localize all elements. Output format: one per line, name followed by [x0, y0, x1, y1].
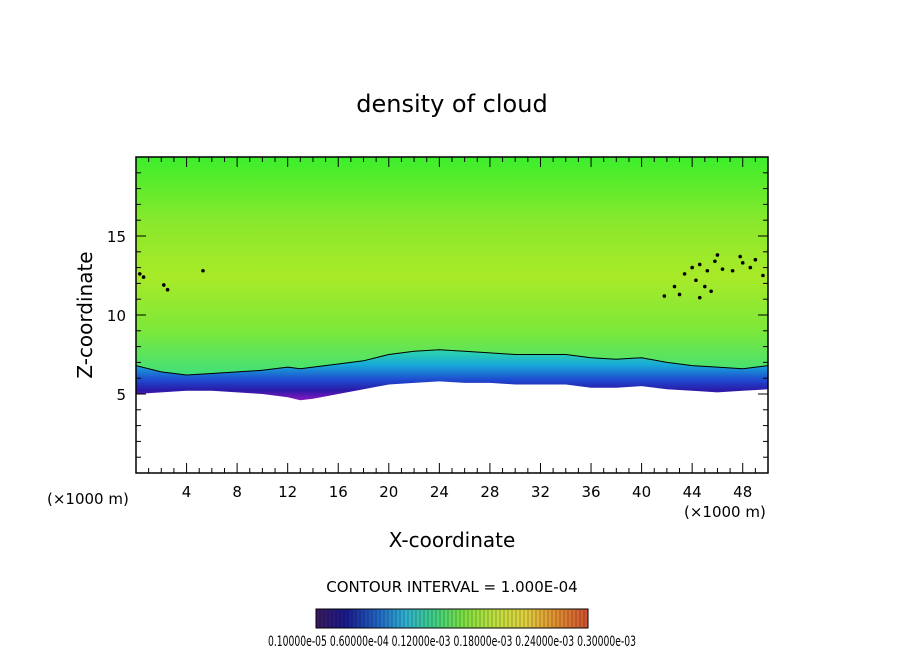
contour-speck — [740, 261, 745, 265]
contour-speck — [730, 268, 735, 273]
contour-speck — [137, 272, 142, 276]
y-axis-label: Z-coordinate — [73, 251, 97, 378]
contour-speck — [713, 259, 717, 264]
contour-speck — [715, 253, 720, 257]
x-tick-labels: 4 8 12 16 20 24 28 32 36 40 44 48 — [182, 483, 752, 501]
chart-title: density of cloud — [356, 90, 547, 118]
contour-specks — [137, 253, 765, 300]
y-tick-label: 10 — [107, 307, 126, 325]
x-tick-label: 28 — [480, 483, 499, 501]
contour-speck — [697, 295, 702, 300]
contour-speck — [682, 272, 687, 276]
x-unit-label: (×1000 m) — [684, 503, 766, 521]
x-tick-label: 12 — [278, 483, 297, 501]
x-tick-label: 20 — [379, 483, 398, 501]
x-tick-label: 16 — [329, 483, 348, 501]
y-tick-labels: 5 10 15 — [107, 228, 126, 404]
cloud-upper-field — [136, 157, 768, 375]
x-tick-label: 40 — [632, 483, 651, 501]
x-tick-label: 24 — [430, 483, 449, 501]
x-axis-label: X-coordinate — [389, 528, 516, 552]
contour-speck — [694, 278, 698, 283]
x-tick-label: 48 — [733, 483, 752, 501]
plot-area — [136, 157, 768, 473]
contour-speck — [672, 284, 677, 289]
x-tick-label: 44 — [683, 483, 702, 501]
contour-speck — [761, 273, 765, 278]
cloud-base-layer — [136, 349, 768, 401]
colorbar-stripes — [319, 610, 585, 627]
contour-speck — [709, 289, 713, 294]
colorbar — [315, 608, 589, 629]
contour-speck — [162, 283, 166, 287]
contour-speck — [165, 287, 170, 292]
contour-speck — [677, 292, 682, 297]
colorbar-tick-labels: 0.10000e-05 0.60000e-04 0.12000e-03 0.18… — [268, 634, 636, 650]
y-tick-label: 15 — [107, 228, 126, 246]
contour-speck — [748, 265, 753, 270]
contour-speck — [662, 294, 667, 298]
x-tick-label: 36 — [581, 483, 600, 501]
contour-speck — [705, 268, 710, 273]
contour-speck — [738, 254, 742, 259]
contour-speck — [720, 267, 725, 271]
axis-ticks — [136, 157, 768, 473]
contour-speck — [753, 257, 758, 262]
y-tick-label: 5 — [116, 386, 126, 404]
cloud-edge-contour — [136, 349, 768, 376]
x-tick-label: 8 — [232, 483, 242, 501]
contour-speck — [141, 275, 146, 279]
y-unit-label: (×1000 m) — [47, 490, 129, 508]
contour-speck — [697, 262, 702, 267]
colorbar-label: CONTOUR INTERVAL = 1.000E-04 — [326, 578, 577, 596]
contour-speck — [201, 268, 205, 273]
contour-speck — [703, 284, 707, 289]
x-tick-label: 32 — [531, 483, 550, 501]
x-tick-label: 4 — [182, 483, 192, 501]
contour-speck — [690, 265, 694, 270]
